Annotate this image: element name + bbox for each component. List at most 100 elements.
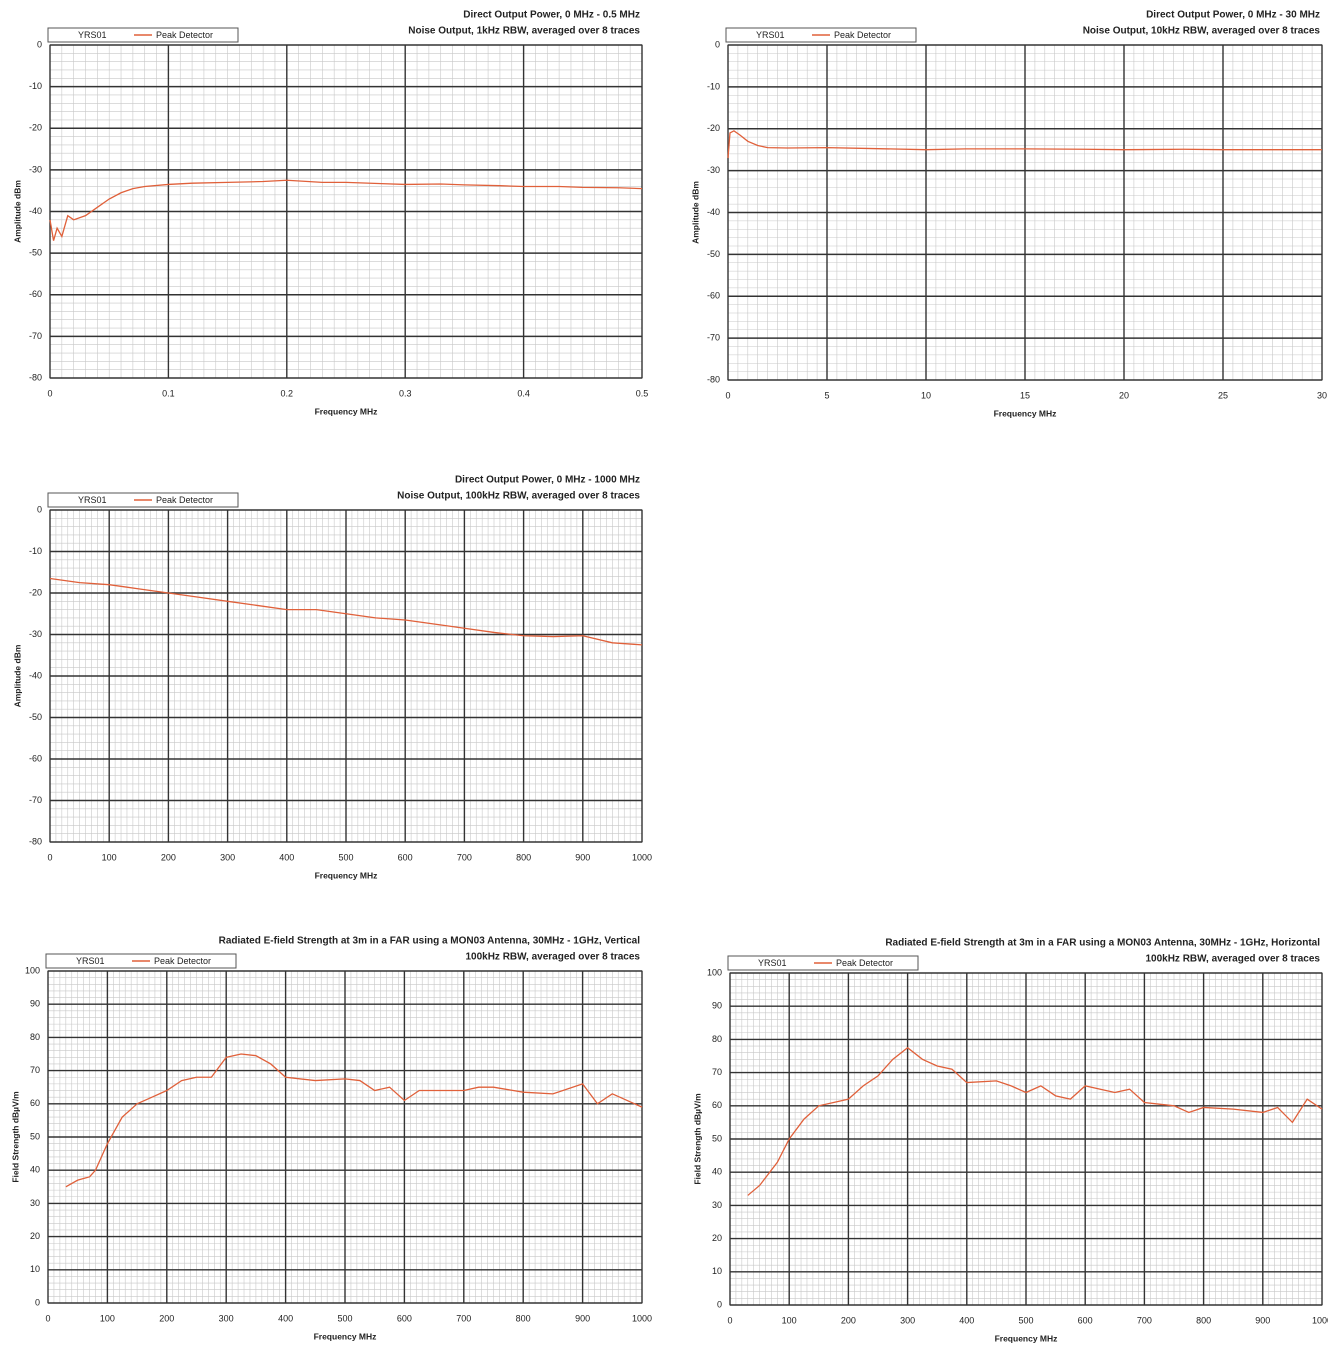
chart: 0 100 200 300 400 500 600 700 800 900 1000 0 -10 -20 -…: [12, 475, 652, 881]
y-tick-label: -50: [707, 249, 720, 259]
y-tick-label: 100: [707, 967, 722, 977]
y-tick-label: -40: [707, 207, 720, 217]
data-line: [49, 577, 643, 646]
x-tick-label: 10: [921, 390, 931, 400]
y-tick-label: -60: [29, 753, 42, 763]
data-line: [65, 1053, 643, 1188]
y-tick-label: 10: [712, 1266, 722, 1276]
y-axis-label: Field Strength dBµV/m: [10, 1091, 20, 1183]
y-tick-label: 50: [712, 1133, 722, 1143]
x-tick-label: 0: [725, 390, 730, 400]
x-tick-label: 20: [1119, 390, 1129, 400]
legend-title: YRS01: [78, 495, 107, 505]
legend-label: Peak Detector: [156, 495, 213, 505]
y-tick-label: -70: [707, 333, 720, 343]
legend-label: Peak Detector: [836, 958, 893, 968]
data-line: [49, 179, 643, 241]
y-tick-label: 40: [712, 1167, 722, 1177]
chart-subtitle: Noise Output, 1kHz RBW, averaged over 8 …: [408, 26, 640, 37]
x-axis-label: Frequency MHz: [315, 870, 378, 880]
y-tick-label: 50: [30, 1131, 40, 1141]
y-tick-label: 0: [717, 1299, 722, 1309]
x-tick-label: 5: [824, 390, 829, 400]
chart-subtitle: Noise Output, 100kHz RBW, averaged over …: [397, 491, 640, 502]
x-tick-label: 400: [959, 1315, 974, 1325]
x-tick-label: 0.3: [399, 388, 412, 398]
y-tick-label: -10: [29, 81, 42, 91]
y-tick-label: 70: [30, 1065, 40, 1075]
x-tick-label: 600: [1078, 1315, 1093, 1325]
y-tick-label: 80: [30, 1032, 40, 1042]
x-tick-label: 700: [456, 1313, 471, 1323]
y-tick-label: -50: [29, 712, 42, 722]
legend-label: Peak Detector: [834, 30, 891, 40]
x-tick-label: 300: [220, 852, 235, 862]
x-tick-label: 100: [100, 1313, 115, 1323]
x-tick-label: 100: [102, 852, 117, 862]
x-tick-label: 0: [47, 852, 52, 862]
y-tick-label: 30: [712, 1200, 722, 1210]
chart-title: Direct Output Power, 0 MHz - 1000 MHz: [455, 475, 640, 486]
x-tick-label: 500: [337, 1313, 352, 1323]
legend-label: Peak Detector: [154, 956, 211, 966]
x-tick-label: 400: [278, 1313, 293, 1323]
y-tick-label: -30: [707, 165, 720, 175]
y-tick-label: -20: [707, 123, 720, 133]
y-tick-label: 90: [30, 999, 40, 1009]
chart: 0 5 10 15 20 25 30 0 -10 -20 -30 -40 -50 -60 -70 -80 Dir…: [690, 10, 1327, 419]
y-tick-label: -70: [29, 795, 42, 805]
legend-title: YRS01: [756, 30, 785, 40]
y-tick-label: -30: [29, 629, 42, 639]
y-tick-label: 10: [30, 1264, 40, 1274]
y-axis-label: Amplitude dBm: [12, 180, 22, 243]
x-tick-label: 900: [1255, 1315, 1270, 1325]
y-tick-label: 0: [37, 504, 42, 514]
y-tick-label: 80: [712, 1034, 722, 1044]
y-tick-label: 90: [712, 1001, 722, 1011]
x-tick-label: 0.4: [517, 388, 530, 398]
y-tick-label: -20: [29, 123, 42, 133]
chart-subtitle: Noise Output, 10kHz RBW, averaged over 8…: [1083, 26, 1321, 37]
y-tick-label: -80: [707, 374, 720, 384]
x-tick-label: 800: [516, 1313, 531, 1323]
x-tick-label: 400: [279, 852, 294, 862]
x-tick-label: 800: [516, 852, 531, 862]
x-tick-label: 100: [782, 1315, 797, 1325]
x-tick-label: 25: [1218, 390, 1228, 400]
legend-title: YRS01: [758, 958, 787, 968]
x-tick-label: 600: [398, 852, 413, 862]
chart: 0 100 200 300 400 500 600 700 800 900 1000 0 10 20 30 4…: [692, 938, 1328, 1344]
chart-subtitle: 100kHz RBW, averaged over 8 traces: [1145, 954, 1320, 965]
x-axis-label: Frequency MHz: [315, 406, 378, 416]
chart-title: Radiated E-field Strength at 3m in a FAR…: [885, 938, 1320, 949]
x-tick-label: 800: [1196, 1315, 1211, 1325]
y-tick-label: 30: [30, 1198, 40, 1208]
x-tick-label: 0.5: [636, 388, 649, 398]
chart-title: Direct Output Power, 0 MHz - 0.5 MHz: [463, 10, 640, 21]
y-tick-label: 0: [715, 39, 720, 49]
y-tick-label: 60: [30, 1098, 40, 1108]
legend-title: YRS01: [78, 30, 107, 40]
x-tick-label: 200: [159, 1313, 174, 1323]
y-tick-label: -70: [29, 331, 42, 341]
x-tick-label: 300: [219, 1313, 234, 1323]
x-tick-label: 0: [727, 1315, 732, 1325]
x-tick-label: 0: [47, 388, 52, 398]
chart: 0 100 200 300 400 500 600 700 800 900 1000 0 10 20 30 4…: [10, 936, 652, 1342]
y-tick-label: 0: [35, 1297, 40, 1307]
y-axis-label: Field Strength dBµV/m: [692, 1093, 702, 1185]
x-axis-label: Frequency MHz: [314, 1331, 377, 1341]
x-tick-label: 700: [457, 852, 472, 862]
x-tick-label: 500: [338, 852, 353, 862]
x-tick-label: 1000: [1312, 1315, 1328, 1325]
legend-title: YRS01: [76, 956, 105, 966]
x-tick-label: 0.2: [281, 388, 294, 398]
chart-title: Direct Output Power, 0 MHz - 30 MHz: [1146, 10, 1320, 21]
data-line: [727, 130, 1322, 159]
x-tick-label: 300: [900, 1315, 915, 1325]
y-tick-label: 0: [37, 39, 42, 49]
x-tick-label: 15: [1020, 390, 1030, 400]
x-tick-label: 200: [841, 1315, 856, 1325]
chart: 0 0.1 0.2 0.3 0.4 0.5 0 -10 -20 -30 -40 -50 -60 -70 -8…: [12, 10, 648, 417]
